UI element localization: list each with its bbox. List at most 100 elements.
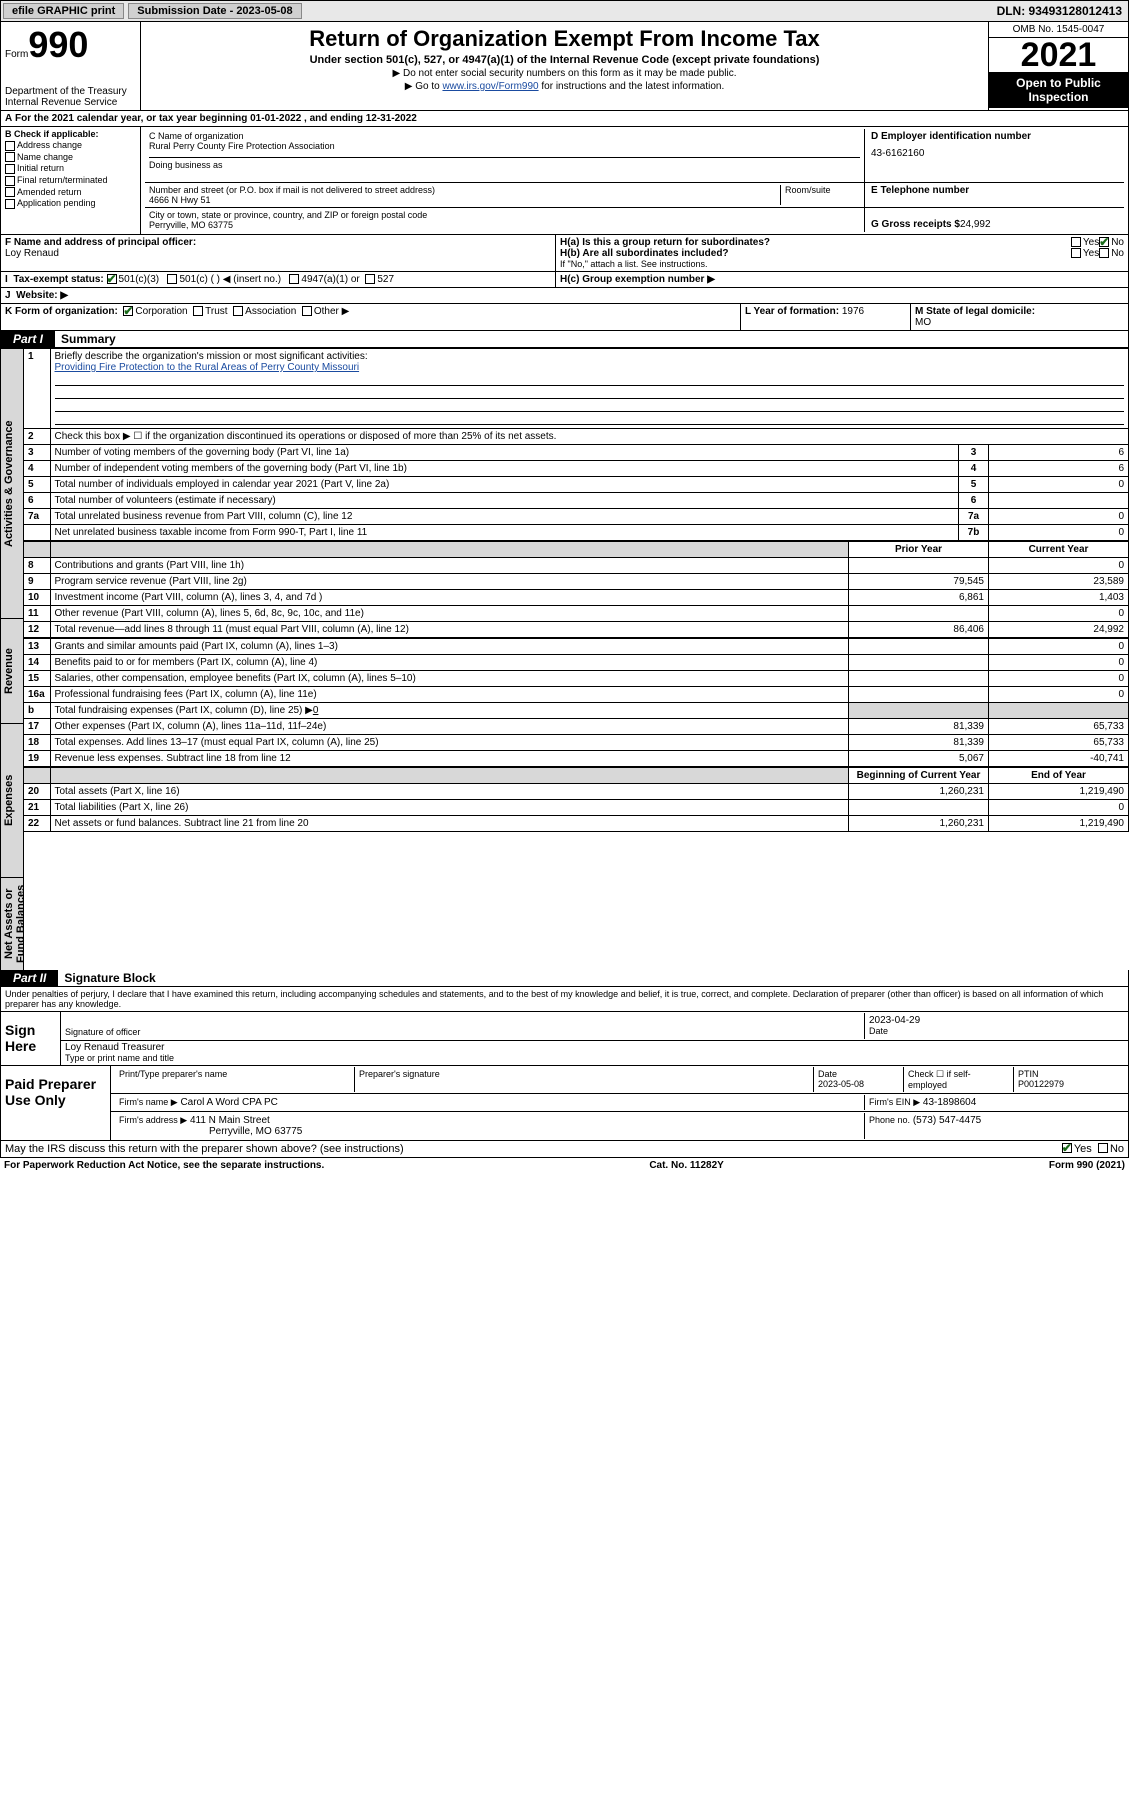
line7a-num: 7a [24, 509, 50, 525]
line14-num: 14 [24, 655, 50, 671]
ein-value: 43-6162160 [871, 148, 1118, 159]
org-name: Rural Perry County Fire Protection Assoc… [149, 141, 860, 151]
hb-no[interactable] [1099, 248, 1109, 258]
line7a-val: 0 [989, 509, 1129, 525]
ha-yes[interactable] [1071, 237, 1081, 247]
vert-revenue: Revenue [0, 618, 24, 723]
line10-py: 6,861 [849, 590, 989, 606]
activities-table: 1 Briefly describe the organization's mi… [24, 348, 1129, 541]
lbl-other: Other ▶ [314, 306, 349, 317]
gross-label: G Gross receipts $ [871, 219, 960, 230]
l-value: 1976 [842, 306, 864, 317]
hb-yes[interactable] [1071, 248, 1081, 258]
chk-501c[interactable] [167, 274, 177, 284]
vert-netassets: Net Assets or Fund Balances [0, 877, 24, 970]
lbl-527: 527 [377, 274, 394, 285]
col-b-checkboxes: B Check if applicable: Address change Na… [1, 127, 141, 234]
lbl-final-return: Final return/terminated [17, 175, 108, 185]
line-a-end: 12-31-2022 [366, 113, 417, 124]
firm-addr-label: Firm's address ▶ [119, 1115, 187, 1125]
may-irs-yes-lbl: Yes [1074, 1143, 1092, 1155]
street-value: 4666 N Hwy 51 [149, 195, 780, 205]
line18-py: 81,339 [849, 735, 989, 751]
line15-cy: 0 [989, 671, 1129, 687]
line7b-box: 7b [959, 525, 989, 541]
chk-assoc[interactable] [233, 306, 243, 316]
form-prefix: Form [5, 49, 28, 60]
line16a-py [849, 687, 989, 703]
prep-date-value: 2023-05-08 [818, 1079, 864, 1089]
chk-501c3[interactable] [107, 274, 117, 284]
line9-py: 79,545 [849, 574, 989, 590]
line20-num: 20 [24, 784, 50, 800]
lbl-4947: 4947(a)(1) or [301, 274, 359, 285]
ha-no[interactable] [1099, 237, 1109, 247]
part1-title: Summary [55, 331, 122, 347]
chk-other[interactable] [302, 306, 312, 316]
phone-label: E Telephone number [871, 185, 1118, 196]
line10-num: 10 [24, 590, 50, 606]
may-irs-row: May the IRS discuss this return with the… [0, 1141, 1129, 1158]
chk-initial-return[interactable] [5, 164, 15, 174]
firm-addr1: 411 N Main Street [190, 1115, 270, 1126]
lbl-501c3: 501(c)(3) [119, 274, 160, 285]
chk-address-change[interactable] [5, 141, 15, 151]
chk-amended-return[interactable] [5, 187, 15, 197]
hb-label: H(b) Are all subordinates included? [560, 248, 1071, 259]
l-label: L Year of formation: [745, 306, 842, 317]
line9-num: 9 [24, 574, 50, 590]
ha-no-lbl: No [1111, 237, 1124, 248]
chk-corp[interactable] [123, 306, 133, 316]
may-irs-label: May the IRS discuss this return with the… [5, 1143, 1062, 1155]
line-a-pre: For the 2021 calendar year, or tax year … [15, 113, 250, 124]
line20-eoy: 1,219,490 [989, 784, 1129, 800]
line11-num: 11 [24, 606, 50, 622]
hb-note: If "No," attach a list. See instructions… [560, 259, 1124, 269]
line5-val: 0 [989, 477, 1129, 493]
chk-application-pending[interactable] [5, 199, 15, 209]
chk-527[interactable] [365, 274, 375, 284]
lbl-application-pending: Application pending [17, 198, 96, 208]
line14-cy: 0 [989, 655, 1129, 671]
line2-desc: Check this box ▶ ☐ if the organization d… [50, 429, 1129, 445]
may-irs-yes[interactable] [1062, 1143, 1072, 1153]
col-eoy: End of Year [989, 768, 1129, 784]
vert-activities: Activities & Governance [0, 348, 24, 618]
chk-final-return[interactable] [5, 176, 15, 186]
line7a-desc: Total unrelated business revenue from Pa… [50, 509, 959, 525]
line20-boy: 1,260,231 [849, 784, 989, 800]
line7a-box: 7a [959, 509, 989, 525]
sig-date-label: Date [869, 1026, 888, 1036]
may-irs-no[interactable] [1098, 1143, 1108, 1153]
footer-mid: Cat. No. 11282Y [649, 1160, 723, 1171]
line14-desc: Benefits paid to or for members (Part IX… [50, 655, 849, 671]
line16a-desc: Professional fundraising fees (Part IX, … [50, 687, 849, 703]
chk-trust[interactable] [193, 306, 203, 316]
i-label: Tax-exempt status: [13, 274, 103, 285]
chk-name-change[interactable] [5, 152, 15, 162]
k-label: K Form of organization: [5, 306, 118, 317]
line7b-val: 0 [989, 525, 1129, 541]
line22-eoy: 1,219,490 [989, 816, 1129, 832]
lbl-trust: Trust [205, 306, 227, 317]
col-boy: Beginning of Current Year [849, 768, 989, 784]
paid-preparer-label: Paid Preparer Use Only [1, 1066, 111, 1140]
footer-right: Form 990 (2021) [1049, 1160, 1125, 1171]
line19-cy: -40,741 [989, 751, 1129, 767]
efile-print-button[interactable]: efile GRAPHIC print [3, 3, 124, 19]
irs-form990-link[interactable]: www.irs.gov/Form990 [442, 81, 538, 92]
dln-label: DLN: 93493128012413 [997, 4, 1128, 18]
chk-4947[interactable] [289, 274, 299, 284]
part1-label: Part I [1, 331, 55, 347]
line16b-desc: Total fundraising expenses (Part IX, col… [55, 705, 313, 716]
submission-date-button[interactable]: Submission Date - 2023-05-08 [128, 3, 301, 19]
line10-desc: Investment income (Part VIII, column (A)… [50, 590, 849, 606]
part1-header: Part I Summary [0, 331, 1129, 348]
mission-text[interactable]: Providing Fire Protection to the Rural A… [55, 362, 360, 373]
line17-cy: 65,733 [989, 719, 1129, 735]
sig-officer-label: Signature of officer [65, 1027, 140, 1037]
row-klm: K Form of organization: Corporation Trus… [0, 304, 1129, 331]
line18-num: 18 [24, 735, 50, 751]
firm-ein-value: 43-1898604 [923, 1097, 976, 1108]
line11-cy: 0 [989, 606, 1129, 622]
